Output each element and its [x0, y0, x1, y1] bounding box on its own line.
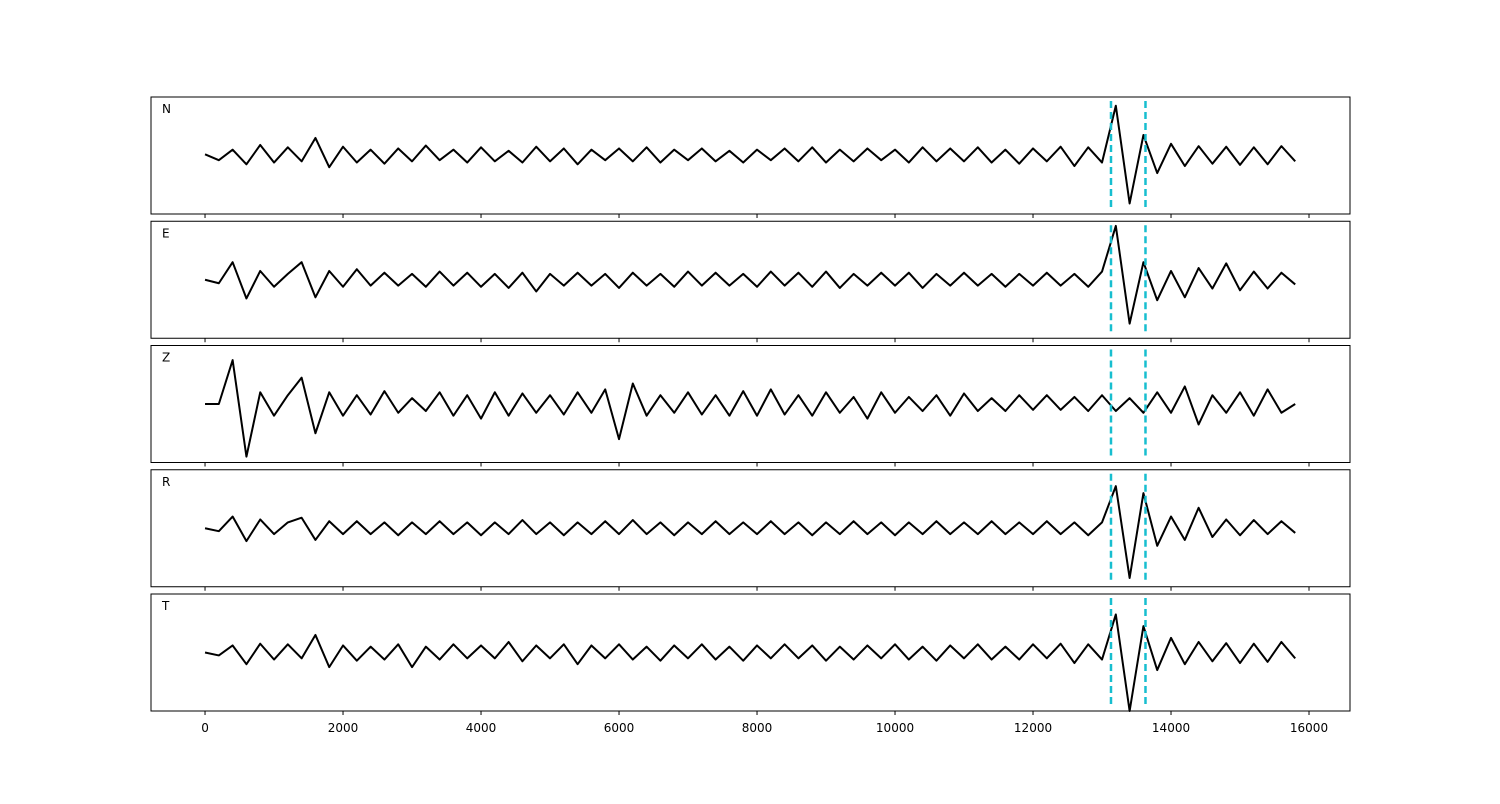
panel-frame [150, 593, 1351, 712]
panel-frame [150, 469, 1351, 588]
panel-label: N [162, 102, 171, 116]
x-tick-label: 10000 [876, 721, 914, 735]
panel-frame [150, 96, 1351, 215]
trace [204, 613, 1296, 712]
trace [204, 104, 1296, 205]
trace [204, 224, 1296, 325]
x-tick-label: 12000 [1014, 721, 1052, 735]
x-tick-label: 2000 [328, 721, 359, 735]
panel-label: T [161, 599, 170, 613]
x-tick-label: 14000 [1152, 721, 1190, 735]
trace [204, 485, 1296, 579]
x-tick-label: 6000 [604, 721, 635, 735]
panel-frame [150, 345, 1351, 463]
panel-frame [150, 220, 1351, 339]
x-tick-label: 16000 [1290, 721, 1328, 735]
panel-label: R [162, 475, 170, 489]
trace [205, 359, 1296, 458]
x-tick-label: 8000 [742, 721, 773, 735]
panel-label: Z [162, 351, 170, 365]
x-tick-label: 0 [201, 721, 209, 735]
x-tick-label: 4000 [466, 721, 497, 735]
panel-label: E [162, 226, 170, 240]
